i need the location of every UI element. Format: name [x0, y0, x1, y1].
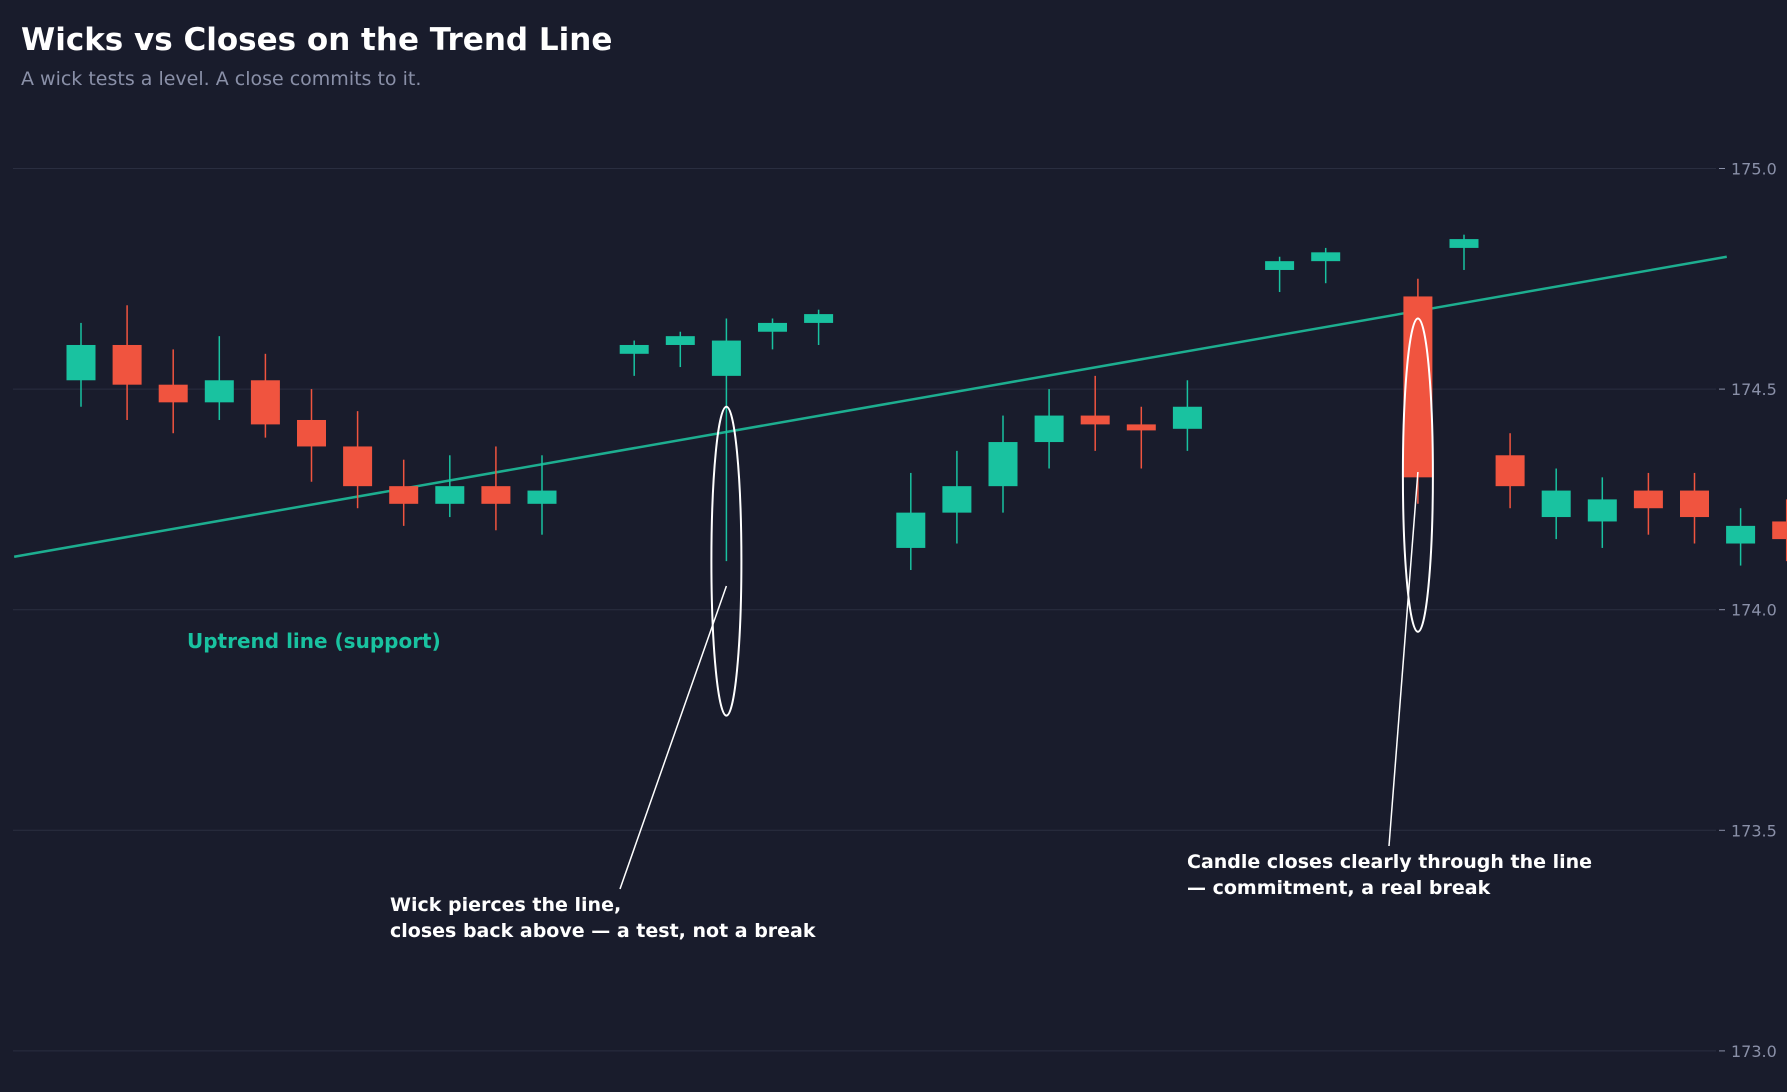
- bearish-candle: [112, 305, 142, 420]
- trend-line: [13, 255, 1727, 558]
- bullish-candle: [1311, 247, 1341, 284]
- candle-body: [711, 340, 741, 376]
- candle-body: [1172, 406, 1202, 429]
- candle-body: [66, 344, 96, 381]
- candle-body: [1080, 415, 1110, 425]
- candle-body: [1680, 490, 1709, 518]
- bullish-candle: [804, 309, 834, 345]
- annotation-text: Wick pierces the line, closes back above …: [390, 894, 816, 942]
- candle-body: [665, 336, 695, 345]
- candle-body: [804, 314, 834, 323]
- trend-layer: Uptrend line (support): [13, 255, 1727, 653]
- candle-layer: [66, 234, 1787, 570]
- candle-body: [942, 486, 972, 513]
- candle-body: [1495, 455, 1525, 487]
- candle-body: [896, 512, 926, 548]
- candle-body: [112, 344, 142, 385]
- annotation-connector: [1388, 471, 1419, 847]
- y-tick-label: 173.0: [1731, 1042, 1777, 1061]
- bullish-candle: [896, 472, 926, 570]
- annotation-ellipse: [1401, 317, 1434, 633]
- bearish-candle: [1772, 499, 1787, 562]
- bearish-candle: [1495, 433, 1525, 509]
- bearish-candle: [297, 389, 326, 482]
- bullish-candle: [204, 336, 234, 420]
- bullish-candle: [711, 318, 741, 562]
- chart-title: Wicks vs Closes on the Trend Line: [21, 22, 613, 58]
- candle-body: [619, 344, 649, 354]
- candle-body: [204, 380, 234, 403]
- annotation-text-line: Wick pierces the line,: [390, 894, 621, 916]
- bearish-candle: [1080, 375, 1110, 451]
- bearish-candle: [1633, 472, 1663, 535]
- y-tick-label: 173.5: [1731, 821, 1777, 840]
- candle-body: [1541, 490, 1571, 518]
- bearish-candle: [1403, 278, 1433, 504]
- candle-body: [158, 384, 188, 403]
- bullish-candle: [1541, 468, 1571, 540]
- bullish-candle: [988, 415, 1018, 513]
- candle-body: [389, 486, 419, 504]
- candle-body: [250, 380, 280, 425]
- candle-body: [297, 419, 326, 447]
- grid-layer: [13, 168, 1716, 1052]
- bearish-candle: [1126, 406, 1156, 469]
- bullish-candle: [435, 455, 465, 518]
- bearish-candle: [1680, 472, 1709, 544]
- annotation-text: Candle closes clearly through the line — …: [1187, 851, 1592, 899]
- annotation-text-line: closes back above — a test, not a break: [390, 920, 816, 942]
- bearish-candle: [481, 446, 511, 531]
- bearish-candle: [250, 353, 280, 438]
- y-tick-label: 175.0: [1731, 160, 1777, 179]
- bearish-candle: [158, 349, 188, 434]
- bearish-candle: [343, 411, 373, 509]
- annotation-text-line: Candle closes clearly through the line: [1187, 851, 1592, 873]
- y-axis: 175.0 174.5 174.0 173.5 173.0: [1719, 160, 1777, 1061]
- annotation-layer: Wick pierces the line, closes back above …: [390, 317, 1592, 942]
- candle-body: [1633, 490, 1663, 509]
- trend-line-label: Uptrend line (support): [187, 629, 441, 653]
- candle-body: [1772, 521, 1787, 540]
- bullish-candle: [527, 455, 557, 535]
- y-tick-label: 174.5: [1731, 380, 1777, 399]
- bullish-candle: [665, 331, 695, 368]
- y-tick-label: 174.0: [1731, 601, 1777, 620]
- candle-body: [435, 486, 465, 504]
- bullish-candle: [66, 322, 96, 407]
- bullish-candle: [1449, 234, 1479, 270]
- bullish-candle: [758, 318, 787, 350]
- candle-body: [1034, 415, 1064, 443]
- candle-body: [758, 322, 787, 332]
- bullish-candle: [1265, 256, 1295, 293]
- candle-body: [1126, 424, 1156, 431]
- candle-body: [988, 442, 1018, 487]
- candle-body: [1403, 296, 1433, 478]
- bullish-candle: [1726, 508, 1756, 566]
- chart-subtitle: A wick tests a level. A close commits to…: [21, 68, 422, 90]
- bullish-candle: [942, 450, 972, 544]
- candle-body: [1449, 239, 1479, 248]
- candle-body: [1311, 252, 1341, 262]
- bearish-candle: [389, 459, 419, 526]
- bullish-candle: [619, 340, 649, 376]
- annotation-text-line: — commitment, a real break: [1187, 877, 1491, 899]
- candle-body: [481, 486, 511, 504]
- annotation-connector: [619, 585, 728, 890]
- candle-body: [527, 490, 557, 504]
- bullish-candle: [1587, 477, 1617, 548]
- annotation-ellipse: [710, 405, 743, 717]
- bullish-candle: [1172, 380, 1202, 451]
- candle-body: [1726, 525, 1756, 544]
- bullish-candle: [1034, 389, 1064, 469]
- candle-body: [1265, 261, 1295, 270]
- candle-body: [343, 446, 373, 487]
- candle-body: [1587, 499, 1617, 522]
